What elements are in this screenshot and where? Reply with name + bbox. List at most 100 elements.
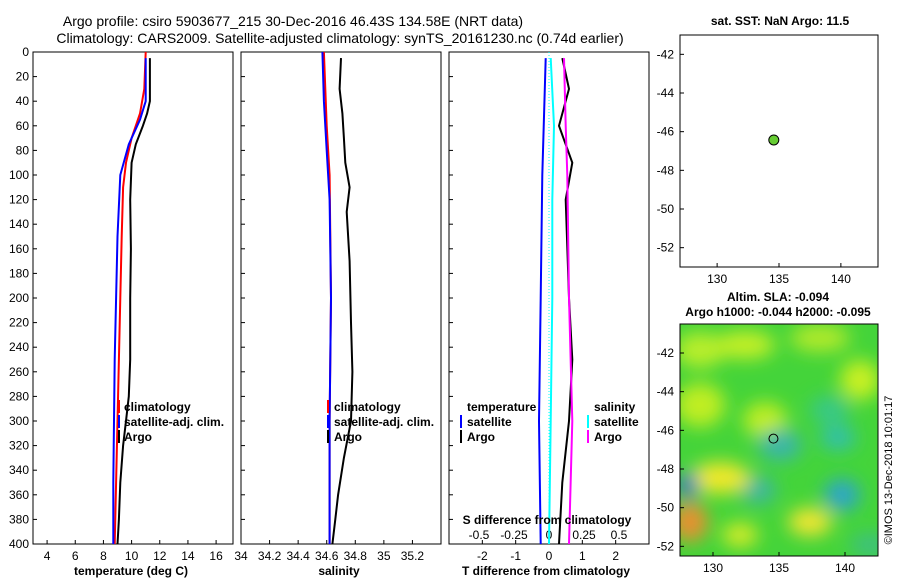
sla-heatmap	[680, 324, 878, 556]
difference-series	[537, 57, 574, 545]
temperature-series	[112, 51, 151, 545]
sal-satellite-adj-clim--line	[321, 51, 333, 544]
depth-tick-label: 260	[9, 365, 29, 379]
x-tick-label: 14	[181, 549, 195, 563]
depth-tick-label: 160	[9, 242, 29, 256]
diff-legend-s-satellite: satellite	[594, 415, 639, 429]
x-tick-label: 8	[100, 549, 107, 563]
salinity-xlabel: salinity	[318, 564, 360, 578]
depth-tick-label: 120	[9, 193, 29, 207]
x-tick-label: 6	[72, 549, 79, 563]
salinity-series	[321, 51, 354, 545]
temp-legend-argo: Argo	[124, 430, 152, 444]
x-tick-label: 12	[153, 549, 167, 563]
temp-legend-satellite: satellite-adj. clim.	[124, 415, 224, 429]
x-tick-label: 34.6	[315, 549, 339, 563]
diff-legend-salinity: salinity	[594, 400, 636, 414]
argo-location-marker	[768, 134, 780, 146]
x-tick-label: 34	[234, 549, 248, 563]
diff-t-satellite-line	[537, 58, 547, 545]
sal-legend-climatology: climatology	[334, 400, 401, 414]
difference-legend: temperature satellite Argo salinity sate…	[460, 400, 639, 444]
sst-x-tick-label: 135	[769, 272, 789, 286]
x-tick-label: 4	[44, 549, 51, 563]
depth-tick-label: 320	[9, 439, 29, 453]
figure-title-line2: Climatology: CARS2009. Satellite-adjuste…	[56, 30, 623, 46]
sla-map-points	[768, 433, 779, 444]
s-diff-tick-label: 0.5	[611, 528, 628, 542]
x-tick-label: 35	[377, 549, 391, 563]
sla-x-tick-label: 135	[769, 561, 789, 575]
sal-argo-line	[331, 58, 354, 545]
sst-x-tick-label: 140	[831, 272, 851, 286]
x-tick-label: 10	[125, 549, 139, 563]
sal-legend-satellite: satellite-adj. clim.	[334, 415, 434, 429]
sla-map-title2: Argo h1000: -0.044 h2000: -0.095	[685, 305, 871, 319]
temp-legend-climatology: climatology	[124, 400, 191, 414]
temperature-axes: 0 20 40 60 80 100 120 140 160 180 200 220 240 260 280 3…	[9, 45, 223, 563]
difference-xlabel: T difference from climatology	[462, 564, 630, 578]
depth-tick-label: 200	[9, 291, 29, 305]
depth-tick-label: 60	[16, 119, 30, 133]
diff-legend-t-argo: Argo	[467, 430, 495, 444]
sst-map-frame	[679, 34, 879, 268]
x-tick-label: 34.8	[344, 549, 368, 563]
x-tick-label: 16	[209, 549, 223, 563]
sal-legend-argo: Argo	[334, 430, 362, 444]
temp-satellite-adj-clim--line	[112, 58, 147, 544]
sst-y-tick-label: -46	[657, 125, 675, 139]
x-tick-label: 34.4	[286, 549, 310, 563]
x-tick-label: -2	[477, 549, 488, 563]
figure-title-line1: Argo profile: csiro 5903677_215 30-Dec-2…	[63, 13, 523, 29]
s-diff-tick-label: 0.25	[572, 528, 596, 542]
sla-y-tick-label: -48	[657, 462, 675, 476]
sla-y-tick-label: -44	[657, 385, 675, 399]
s-difference-label: S difference from climatology	[463, 513, 632, 527]
temperature-legend: climatology satellite-adj. clim. Argo	[118, 400, 224, 444]
sst-map-axes: 130 135 140 -42 -44 -46 -48 -50 -52	[657, 47, 852, 286]
depth-tick-label: 180	[9, 266, 29, 280]
diff-legend-temperature: temperature	[467, 400, 537, 414]
sst-y-tick-label: -48	[657, 163, 675, 177]
salinity-axes: 34 34.2 34.4 34.6 34.8 35 35.2	[234, 51, 424, 563]
sla-map-axes: 130 135 140 -42 -44 -46 -48 -50 -52	[657, 346, 856, 575]
imos-watermark: ©IMOS 13-Dec-2018 10:01:17	[883, 396, 895, 545]
x-tick-label: 1	[579, 549, 586, 563]
temp-climatology-line	[113, 51, 147, 545]
diff-legend-t-satellite: satellite	[467, 415, 512, 429]
sst-x-tick-label: 130	[707, 272, 727, 286]
temperature-xlabel: temperature (deg C)	[74, 564, 188, 578]
sst-map-title: sat. SST: NaN Argo: 11.5	[711, 14, 850, 28]
depth-tick-label: 300	[9, 414, 29, 428]
depth-tick-label: 100	[9, 168, 29, 182]
temperature-plot-frame	[32, 51, 234, 545]
sst-y-tick-label: -42	[657, 47, 675, 61]
salinity-legend: climatology satellite-adj. clim. Argo	[327, 400, 434, 444]
depth-tick-label: 140	[9, 217, 29, 231]
s-diff-tick-label: -0.25	[500, 528, 528, 542]
depth-tick-label: 380	[9, 512, 29, 526]
x-tick-label: -1	[510, 549, 521, 563]
depth-tick-label: 400	[9, 537, 29, 551]
sla-map-title1: Altim. SLA: -0.094	[727, 290, 829, 304]
depth-tick-label: 240	[9, 340, 29, 354]
diff-s-argo-line	[563, 58, 574, 545]
argo-location-circle	[768, 433, 779, 444]
sla-y-tick-label: -46	[657, 423, 675, 437]
x-tick-label: 34.2	[258, 549, 282, 563]
sla-x-tick-label: 140	[835, 561, 855, 575]
depth-tick-label: 340	[9, 463, 29, 477]
sla-y-tick-label: -42	[657, 346, 675, 360]
depth-tick-label: 0	[22, 45, 29, 59]
depth-tick-label: 20	[16, 70, 30, 84]
sst-y-tick-label: -50	[657, 202, 675, 216]
depth-tick-label: 280	[9, 389, 29, 403]
depth-tick-label: 220	[9, 316, 29, 330]
sst-y-tick-label: -44	[657, 86, 675, 100]
temp-argo-line	[116, 58, 151, 545]
sla-x-tick-label: 130	[703, 561, 723, 575]
depth-tick-label: 80	[16, 143, 30, 157]
depth-tick-label: 40	[16, 94, 30, 108]
